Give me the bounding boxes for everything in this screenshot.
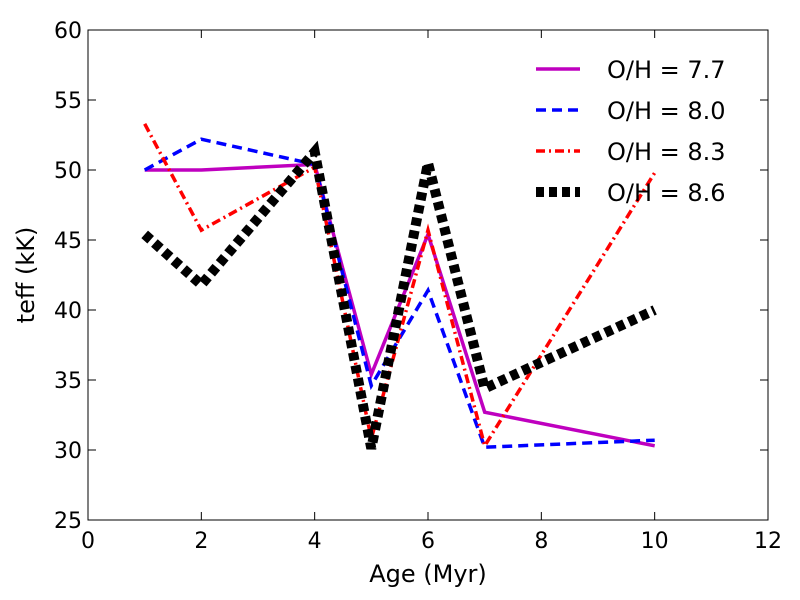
x-tick-label-3: 6 — [421, 529, 435, 554]
y-tick-label-7: 60 — [54, 19, 82, 44]
series-line-2 — [143, 137, 655, 450]
x-tick-label-5: 10 — [641, 529, 669, 554]
y-tick-label-3: 40 — [54, 299, 82, 324]
tick-labels-layer: 0 2 4 6 8 10 12 25 30 35 40 45 50 55 60 — [54, 19, 782, 554]
y-tick-label-6: 55 — [54, 89, 82, 114]
y-tick-label-2: 35 — [54, 369, 82, 394]
y-tick-label-1: 30 — [54, 439, 82, 464]
y-axis-label: teff (kK) — [12, 227, 40, 324]
y-tick-label-0: 25 — [54, 509, 82, 534]
legend-label-2: O/H = 8.0 — [607, 97, 726, 125]
y-tick-label-4: 45 — [54, 229, 82, 254]
x-tick-label-4: 8 — [534, 529, 548, 554]
legend-label-4: O/H = 8.6 — [607, 179, 726, 207]
ticks-layer — [87, 29, 769, 521]
legend: O/H = 7.7 O/H = 8.0 O/H = 8.3 O/H = 8.6 — [536, 56, 726, 207]
y-tick-label-5: 50 — [54, 159, 82, 184]
x-axis-label: Age (Myr) — [369, 560, 487, 588]
legend-label-3: O/H = 8.3 — [607, 138, 726, 166]
series-line-1 — [144, 162, 656, 448]
x-tick-label-2: 4 — [308, 529, 322, 554]
x-tick-label-6: 12 — [754, 529, 782, 554]
x-tick-label-1: 2 — [194, 529, 208, 554]
series-layer — [141, 122, 657, 451]
series-line-4 — [141, 140, 657, 450]
x-tick-label-0: 0 — [81, 529, 95, 554]
legend-label-1: O/H = 7.7 — [607, 56, 726, 84]
